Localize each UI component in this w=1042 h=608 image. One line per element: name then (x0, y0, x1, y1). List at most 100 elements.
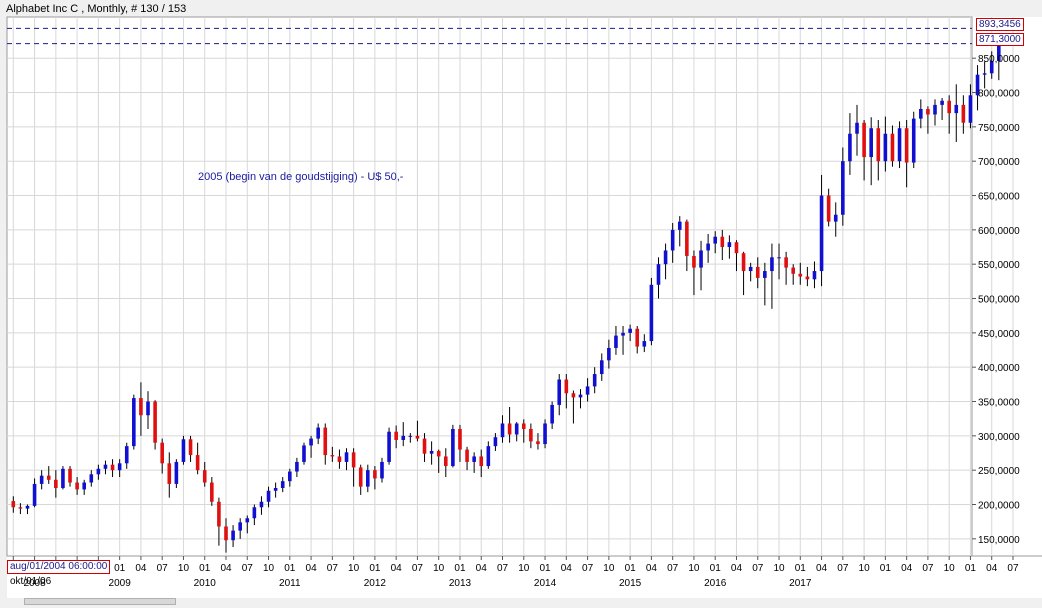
candle-body (649, 284, 654, 342)
month-tick-label: 01 (369, 563, 381, 574)
candle-body (529, 428, 533, 442)
candle-body (550, 404, 554, 424)
chart-title: Alphabet Inc C , Monthly, # 130 / 153 (6, 3, 187, 15)
candle (309, 435, 313, 458)
candle-body (82, 482, 86, 490)
candle-body (394, 431, 398, 440)
month-tick-label: 01 (965, 563, 977, 574)
candle (677, 216, 682, 247)
candle-body (848, 133, 852, 162)
candle (614, 325, 618, 355)
candle-body (316, 427, 320, 439)
price-tick-label: 400,0000 (978, 363, 1020, 374)
candle-body (585, 386, 590, 395)
candle (706, 233, 710, 263)
candle-body (153, 401, 157, 443)
candle (798, 262, 803, 285)
candle (245, 515, 250, 534)
candle (295, 457, 299, 478)
candle (841, 147, 845, 226)
plot-area (6, 16, 973, 557)
candle (777, 243, 781, 280)
candle-body (607, 347, 611, 361)
candle (132, 394, 136, 450)
year-label: 2015 (619, 578, 642, 589)
candle-body (25, 505, 30, 509)
candle (39, 470, 44, 490)
year-label: 2017 (789, 578, 812, 589)
candle-body (39, 475, 44, 484)
candle-body (770, 257, 774, 272)
candle-body (309, 438, 313, 446)
candle-body (919, 109, 923, 119)
candle (564, 374, 569, 409)
candle-body (252, 507, 257, 519)
candle-body (989, 60, 994, 74)
candle (869, 117, 873, 186)
candle-body (571, 393, 576, 398)
month-tick-label: 07 (412, 563, 424, 574)
candle-body (288, 471, 292, 482)
candle-body (245, 518, 250, 523)
candle (89, 470, 94, 487)
candle-body (11, 501, 16, 508)
candle (720, 229, 725, 261)
candle-body (734, 242, 739, 254)
price-axis: 150,0000 200,0000 250,0000 300,0000 350,0000… (972, 54, 1020, 546)
candle (46, 466, 51, 484)
candle-body (387, 431, 391, 462)
candle (160, 438, 164, 474)
candle-body (621, 332, 625, 336)
candle (443, 448, 448, 478)
month-tick-label: 10 (433, 563, 445, 574)
candle (259, 496, 264, 515)
price-tick-label: 200,0000 (978, 501, 1020, 512)
candle (521, 419, 526, 443)
candle-body (557, 379, 562, 405)
candle (415, 420, 420, 442)
candle-body (777, 257, 781, 259)
candle-body (876, 128, 881, 162)
candle (741, 251, 746, 296)
candle (96, 464, 101, 480)
time-axis-area (7, 556, 1042, 598)
candle (833, 202, 838, 237)
month-tick-label: 01 (454, 563, 466, 574)
annotation-text[interactable]: 2005 (begin van de goudstijging) - U$ 50… (198, 171, 404, 183)
candle-body (642, 341, 647, 347)
candle-body (124, 446, 129, 464)
month-tick-label: 01 (199, 563, 211, 574)
candle (210, 477, 214, 506)
candle (103, 460, 108, 475)
month-tick-label: 04 (391, 563, 403, 574)
horizontal-scrollbar[interactable] (24, 598, 176, 605)
candle (465, 446, 469, 471)
candle (458, 424, 462, 462)
candle (819, 174, 824, 287)
candle-body (160, 442, 164, 464)
price-tick-label: 150,0000 (978, 535, 1020, 546)
month-tick-label: 04 (561, 563, 573, 574)
candle (11, 496, 16, 513)
candle-body (897, 128, 902, 162)
price-tick-label: 500,0000 (978, 295, 1020, 306)
candle-body (727, 242, 732, 248)
candle-body (366, 470, 370, 487)
candle (195, 442, 200, 475)
candle-body (521, 423, 526, 429)
month-tick-label: 10 (348, 563, 360, 574)
candle (110, 459, 115, 478)
candle-body (784, 257, 788, 268)
price-tick-label: 800,0000 (978, 89, 1020, 100)
month-tick-label: 04 (731, 563, 743, 574)
month-tick-label: 10 (518, 563, 530, 574)
month-tick-label: 04 (901, 563, 913, 574)
candle-body (472, 456, 476, 462)
candle (947, 95, 951, 134)
candle (699, 240, 703, 291)
candle (961, 95, 966, 134)
month-tick-label: 10 (688, 563, 700, 574)
grid (7, 17, 1014, 556)
